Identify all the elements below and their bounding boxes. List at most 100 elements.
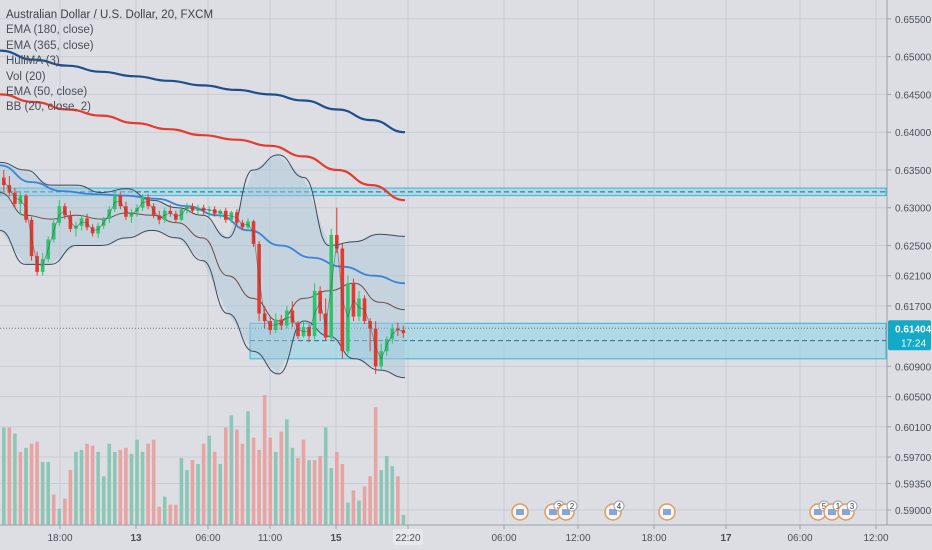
price-tick-label: 0.60100 [895,423,932,434]
volume-bar [224,427,228,525]
time-axis: 18:00 13 06:00 11:00 15 22:20 06:00 12:00 18:00 1… [0,524,932,550]
event-flag-stripe [562,509,570,515]
countdown-label: 17:24 [901,338,926,349]
volume-bar [185,470,189,525]
volume-bar [196,464,200,525]
volume-bar [207,435,211,525]
volume-bar [101,476,106,525]
bb-lower-line [0,229,406,379]
legend-vol[interactable]: Vol (20) [6,70,46,83]
volume-bar [301,439,306,525]
event-count-label: 5 [822,502,827,511]
volume-bar [35,441,39,525]
volume-bar [401,514,406,525]
volume-bar [96,451,100,525]
legend-hullma[interactable]: HullMA (3) [6,55,60,68]
time-tick-label: 06:00 [787,533,812,544]
volume-bar [246,411,250,525]
volume-bar [29,443,34,525]
volume-bar [7,427,12,525]
ema-180-line [0,93,406,202]
volume-bar [307,460,311,525]
time-tick-label: 06:00 [195,533,220,544]
time-tick-label: 12:00 [863,533,888,544]
volume-bar [262,395,267,525]
volume-bar [162,496,167,525]
legend-bb[interactable]: BB (20, close, 2) [6,101,92,114]
indicator-legend: Australian Dollar / U.S. Dollar, 20, FXC… [6,8,213,116]
event-count-badge [846,500,858,512]
volume-bar [379,470,383,525]
zones [0,187,887,360]
chart-title: Australian Dollar / U.S. Dollar, 20, FXC… [6,9,214,21]
volume-bar [273,451,278,525]
volume-bar [323,427,328,525]
volume-bar [329,468,334,525]
volume-bar [340,464,345,525]
volume-bar [179,457,184,525]
time-tick-label: 12:00 [565,533,590,544]
volume-bar [390,466,395,525]
volume-bar [318,455,322,525]
event-count-badge [566,500,578,512]
volume-bar [18,451,23,525]
volume-bar [74,451,78,525]
event-count-badge [613,500,625,512]
volume-bar [40,462,45,525]
time-tick-label: 13 [130,533,142,544]
volume-bar [296,457,300,525]
legend-ema-365[interactable]: EMA (365, close) [6,39,94,52]
candle-body [401,330,406,334]
volume-bar [63,498,67,525]
volume-bar [384,455,389,525]
volume-bar [268,437,272,525]
volume-bar [312,460,317,525]
grid [0,0,886,525]
volume-bar [279,431,284,525]
time-axis-bg [0,525,932,550]
current-price-badge [888,320,931,351]
legend-ema-50[interactable]: EMA (50, close) [6,86,88,99]
price-tick-label: 0.63500 [895,166,932,177]
volume-bar [168,504,173,525]
time-tick-label: 15 [330,533,342,544]
price-tick-label: 0.65500 [895,15,932,26]
volume-bar [290,447,295,525]
event-flag-stripe [516,509,524,515]
event-count-label: 4 [617,502,622,511]
volume-bar [373,407,378,525]
volume-bar [68,470,73,525]
event-flag-stripe [609,509,617,515]
hullma-line [3,181,404,360]
event-flag-stripe [828,509,836,515]
price-tick-label: 0.63000 [895,204,932,215]
price-tick-label: 0.65000 [895,53,932,64]
volume-bar [396,476,400,525]
price-tick-label: 0.64500 [895,90,932,101]
price-tick-label: 0.59700 [895,453,932,464]
volume-bar [190,460,195,525]
volume-bar [357,500,361,525]
legend-ema-180[interactable]: EMA (180, close) [6,24,94,37]
volume-bar [2,427,6,525]
volume-bar [107,443,112,525]
volume-bar [235,429,239,525]
volume-bar [201,443,206,525]
current-price-label: 0.61404 [895,324,932,335]
volume-bar [335,451,339,525]
price-tick-label: 0.60500 [895,393,932,404]
current-time-badge [393,529,423,545]
time-tick-label: 06:00 [491,533,516,544]
volume-bar [13,433,17,525]
event-flag-stripe [663,509,671,515]
volume-bars [2,395,406,525]
volume-bar [212,451,217,525]
event-flag-stripe [842,509,850,515]
ema-365-line [0,49,406,134]
volume-bar [24,447,28,525]
volume-bar [251,437,256,525]
volume-bar [285,419,289,525]
time-tick-label: 17 [720,533,732,544]
